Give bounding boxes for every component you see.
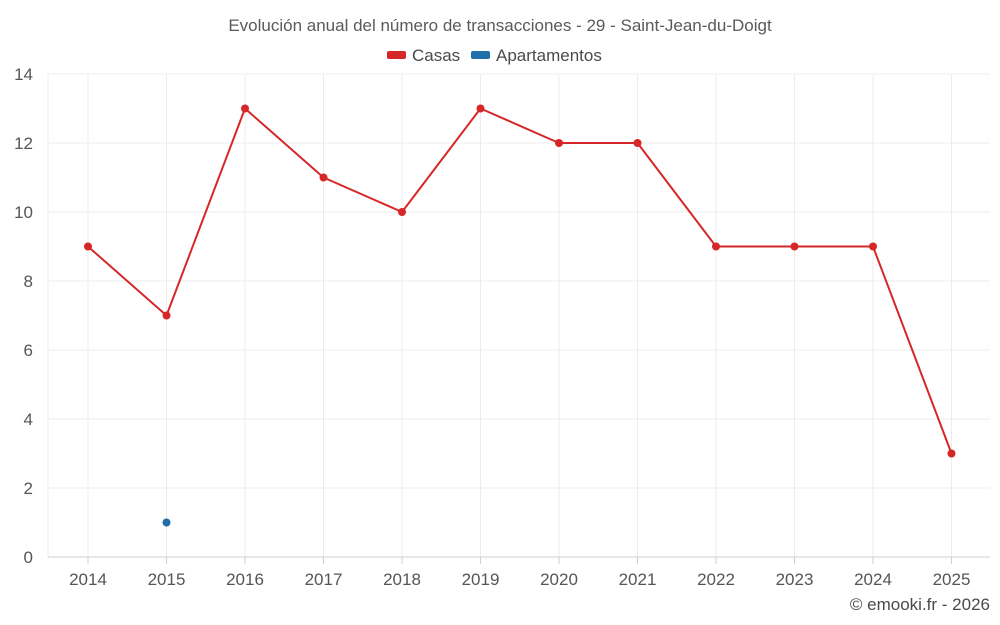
data-point-casas[interactable]: [947, 449, 956, 458]
legend: Casas Apartamentos: [387, 46, 602, 65]
chart-title: Evolución anual del número de transaccio…: [228, 16, 772, 35]
x-tick-label: 2014: [69, 570, 107, 589]
data-point-casas[interactable]: [241, 104, 249, 113]
x-tick-label: 2016: [226, 570, 264, 589]
legend-label-casas: Casas: [412, 46, 460, 65]
y-tick-label: 6: [24, 341, 33, 360]
x-tick-label: 2021: [619, 570, 657, 589]
series-casas: [84, 104, 956, 458]
data-point-casas[interactable]: [790, 242, 799, 251]
legend-item-casas[interactable]: Casas: [387, 46, 460, 65]
legend-item-apartamentos[interactable]: Apartamentos: [471, 46, 602, 65]
data-point-casas[interactable]: [476, 104, 485, 113]
legend-swatch-apartamentos: [471, 51, 490, 59]
data-point-casas[interactable]: [319, 173, 328, 182]
x-tick-label: 2019: [462, 570, 500, 589]
series-apartamentos: [162, 518, 171, 527]
y-tick-label: 12: [14, 134, 33, 153]
data-point-casas[interactable]: [712, 242, 720, 251]
gridlines: [47, 73, 990, 557]
data-point-casas[interactable]: [633, 139, 642, 147]
legend-label-apartamentos: Apartamentos: [496, 46, 602, 65]
x-axis-ticks: 2014 2015 2016 2017 2018 2019 2020 2021 2022 2023…: [69, 570, 970, 589]
x-tick-label: 2018: [383, 570, 421, 589]
y-tick-label: 4: [24, 410, 33, 429]
x-tick-label: 2024: [854, 570, 892, 589]
x-tick-label: 2017: [305, 570, 343, 589]
y-axis-ticks: 0 2 4 6 8 10 12 14: [14, 65, 33, 567]
axes: [48, 556, 990, 564]
data-point-casas[interactable]: [84, 242, 92, 251]
y-tick-label: 2: [24, 479, 33, 498]
data-point-casas[interactable]: [398, 208, 406, 216]
y-tick-label: 0: [24, 548, 33, 567]
series-line-casas: [87, 107, 953, 454]
y-tick-label: 10: [14, 203, 33, 222]
data-point-casas[interactable]: [162, 311, 171, 320]
y-tick-label: 14: [14, 65, 33, 84]
x-tick-label: 2022: [697, 570, 735, 589]
x-tick-label: 2023: [776, 570, 814, 589]
data-point-casas[interactable]: [555, 139, 563, 147]
credit-text: © emooki.fr - 2026: [850, 595, 990, 614]
x-tick-label: 2020: [540, 570, 578, 589]
x-tick-label: 2025: [933, 570, 971, 589]
series: [84, 104, 956, 527]
data-point-apartamentos[interactable]: [162, 518, 171, 527]
y-tick-label: 8: [24, 272, 33, 291]
data-point-casas[interactable]: [869, 242, 877, 251]
x-tick-label: 2015: [148, 570, 186, 589]
legend-swatch-casas: [387, 51, 406, 59]
